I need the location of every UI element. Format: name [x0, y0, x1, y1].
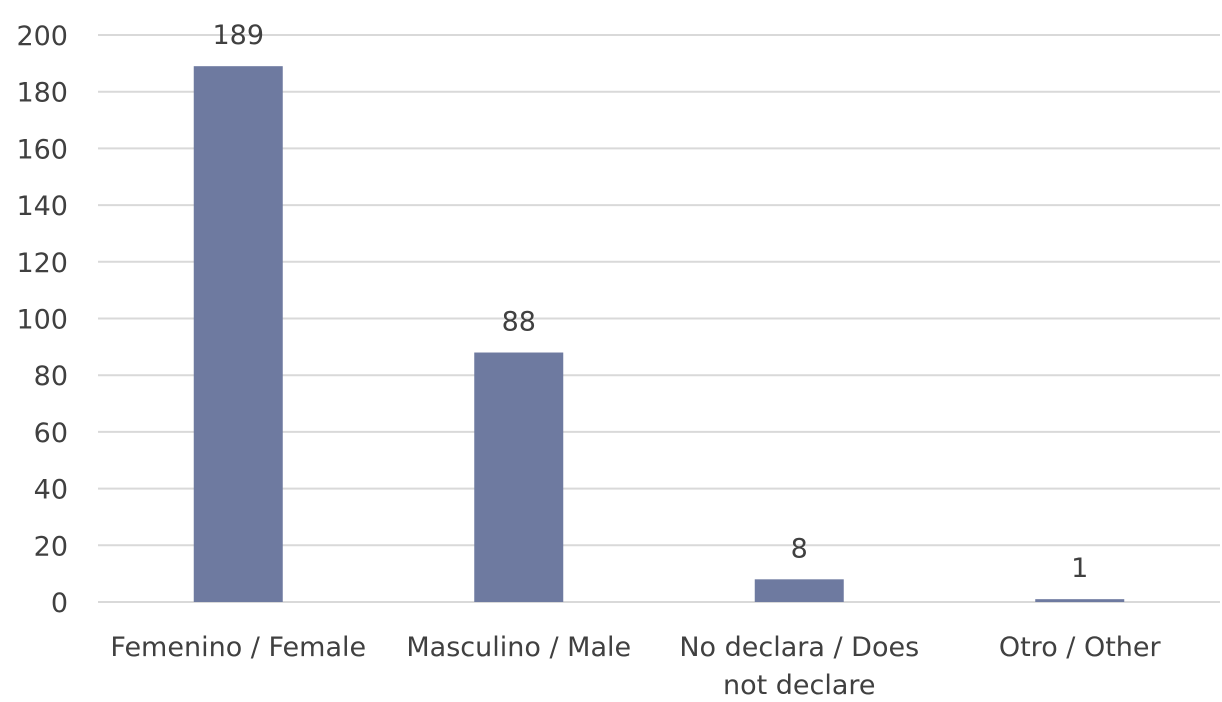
y-tick-label: 120	[16, 248, 68, 279]
y-tick-label: 160	[16, 134, 68, 165]
x-category-label: Masculino / Male	[406, 632, 631, 663]
data-label: 1	[1071, 553, 1088, 584]
y-tick-label: 20	[34, 531, 68, 562]
y-tick-label: 80	[34, 361, 68, 392]
y-tick-label: 60	[34, 418, 68, 449]
data-label: 88	[502, 307, 536, 338]
y-tick-label: 40	[34, 475, 68, 506]
y-tick-label: 0	[51, 588, 68, 619]
bar	[193, 66, 283, 602]
y-tick-label: 180	[16, 78, 68, 109]
bar	[754, 579, 844, 602]
x-category-label: Otro / Other	[999, 632, 1162, 663]
y-tick-label: 100	[16, 305, 68, 336]
data-label: 189	[212, 20, 264, 51]
y-axis-tick-labels: 0 20 40 60 80 100 120 140 160 180 200	[16, 21, 68, 619]
y-tick-label: 140	[16, 191, 68, 222]
y-tick-label: 200	[16, 21, 68, 52]
gridlines	[98, 34, 1220, 603]
bars	[193, 66, 1125, 602]
x-axis-category-labels: Femenino / Female Masculino / Male No decl…	[110, 632, 1161, 701]
x-category-label: No declara / Does not declare	[679, 632, 919, 701]
bar	[1035, 599, 1125, 602]
data-label: 8	[791, 533, 808, 564]
x-category-label: Femenino / Female	[110, 632, 366, 663]
bar	[474, 352, 564, 602]
